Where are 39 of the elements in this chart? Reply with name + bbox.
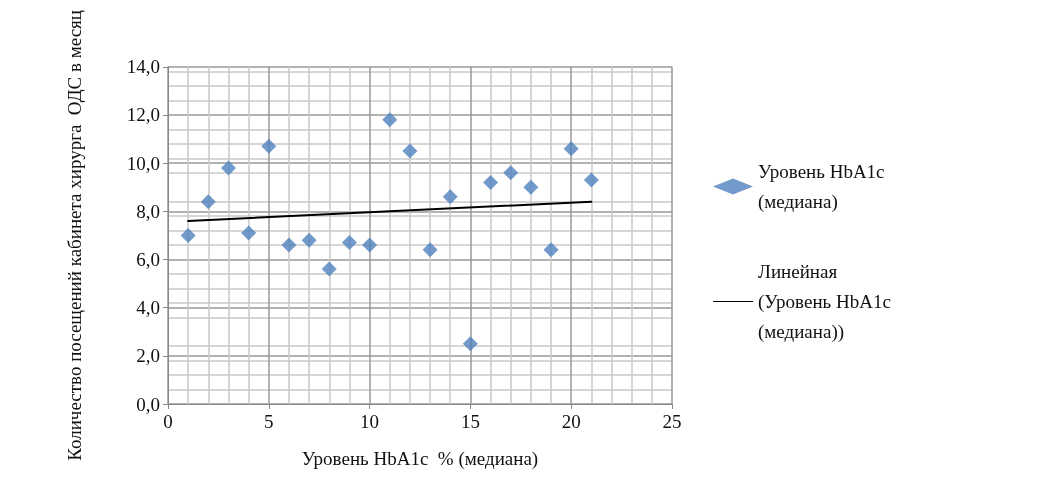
point bbox=[422, 242, 438, 258]
point bbox=[281, 237, 297, 253]
legend-label: Линейная (Уровень HbA1c (медиана)) bbox=[758, 261, 896, 343]
y-tick-label: 6,0 bbox=[136, 248, 160, 270]
point bbox=[180, 227, 196, 243]
legend-label: Уровень HbA1c (медиана) bbox=[758, 161, 890, 213]
x-tick-label: 10 bbox=[360, 411, 380, 432]
point bbox=[543, 242, 559, 258]
y-tick-label: 0,0 bbox=[136, 393, 160, 415]
point bbox=[241, 225, 257, 241]
point bbox=[220, 160, 236, 176]
point bbox=[321, 261, 337, 277]
point bbox=[503, 165, 519, 181]
point bbox=[563, 141, 579, 157]
point bbox=[362, 237, 378, 253]
y-tick-label: 14,0 bbox=[126, 56, 160, 78]
x-tick-label: 15 bbox=[460, 411, 480, 432]
point bbox=[523, 179, 539, 195]
point bbox=[200, 194, 216, 210]
y-tick-label: 4,0 bbox=[136, 297, 160, 319]
point bbox=[382, 112, 398, 128]
x-axis-title: Уровень HbA1c % (медиана) bbox=[301, 448, 539, 470]
point bbox=[583, 172, 599, 188]
y-tick-label: 8,0 bbox=[136, 200, 160, 222]
point bbox=[341, 235, 357, 251]
y-axis-title: Количество посещений кабинета хирурга ОДС в месяц bbox=[63, 10, 85, 461]
x-tick-label: 0 bbox=[163, 411, 173, 432]
y-tick-label: 10,0 bbox=[126, 152, 160, 174]
point bbox=[301, 232, 317, 248]
point bbox=[462, 336, 478, 352]
point bbox=[402, 143, 418, 159]
x-tick-label: 5 bbox=[264, 411, 274, 432]
x-tick-label: 25 bbox=[662, 411, 682, 432]
y-tick-label: 2,0 bbox=[136, 345, 160, 367]
point bbox=[442, 189, 458, 205]
point bbox=[261, 138, 277, 154]
y-tick-label: 12,0 bbox=[126, 104, 160, 126]
x-tick-label: 20 bbox=[561, 411, 581, 432]
point bbox=[483, 174, 499, 190]
